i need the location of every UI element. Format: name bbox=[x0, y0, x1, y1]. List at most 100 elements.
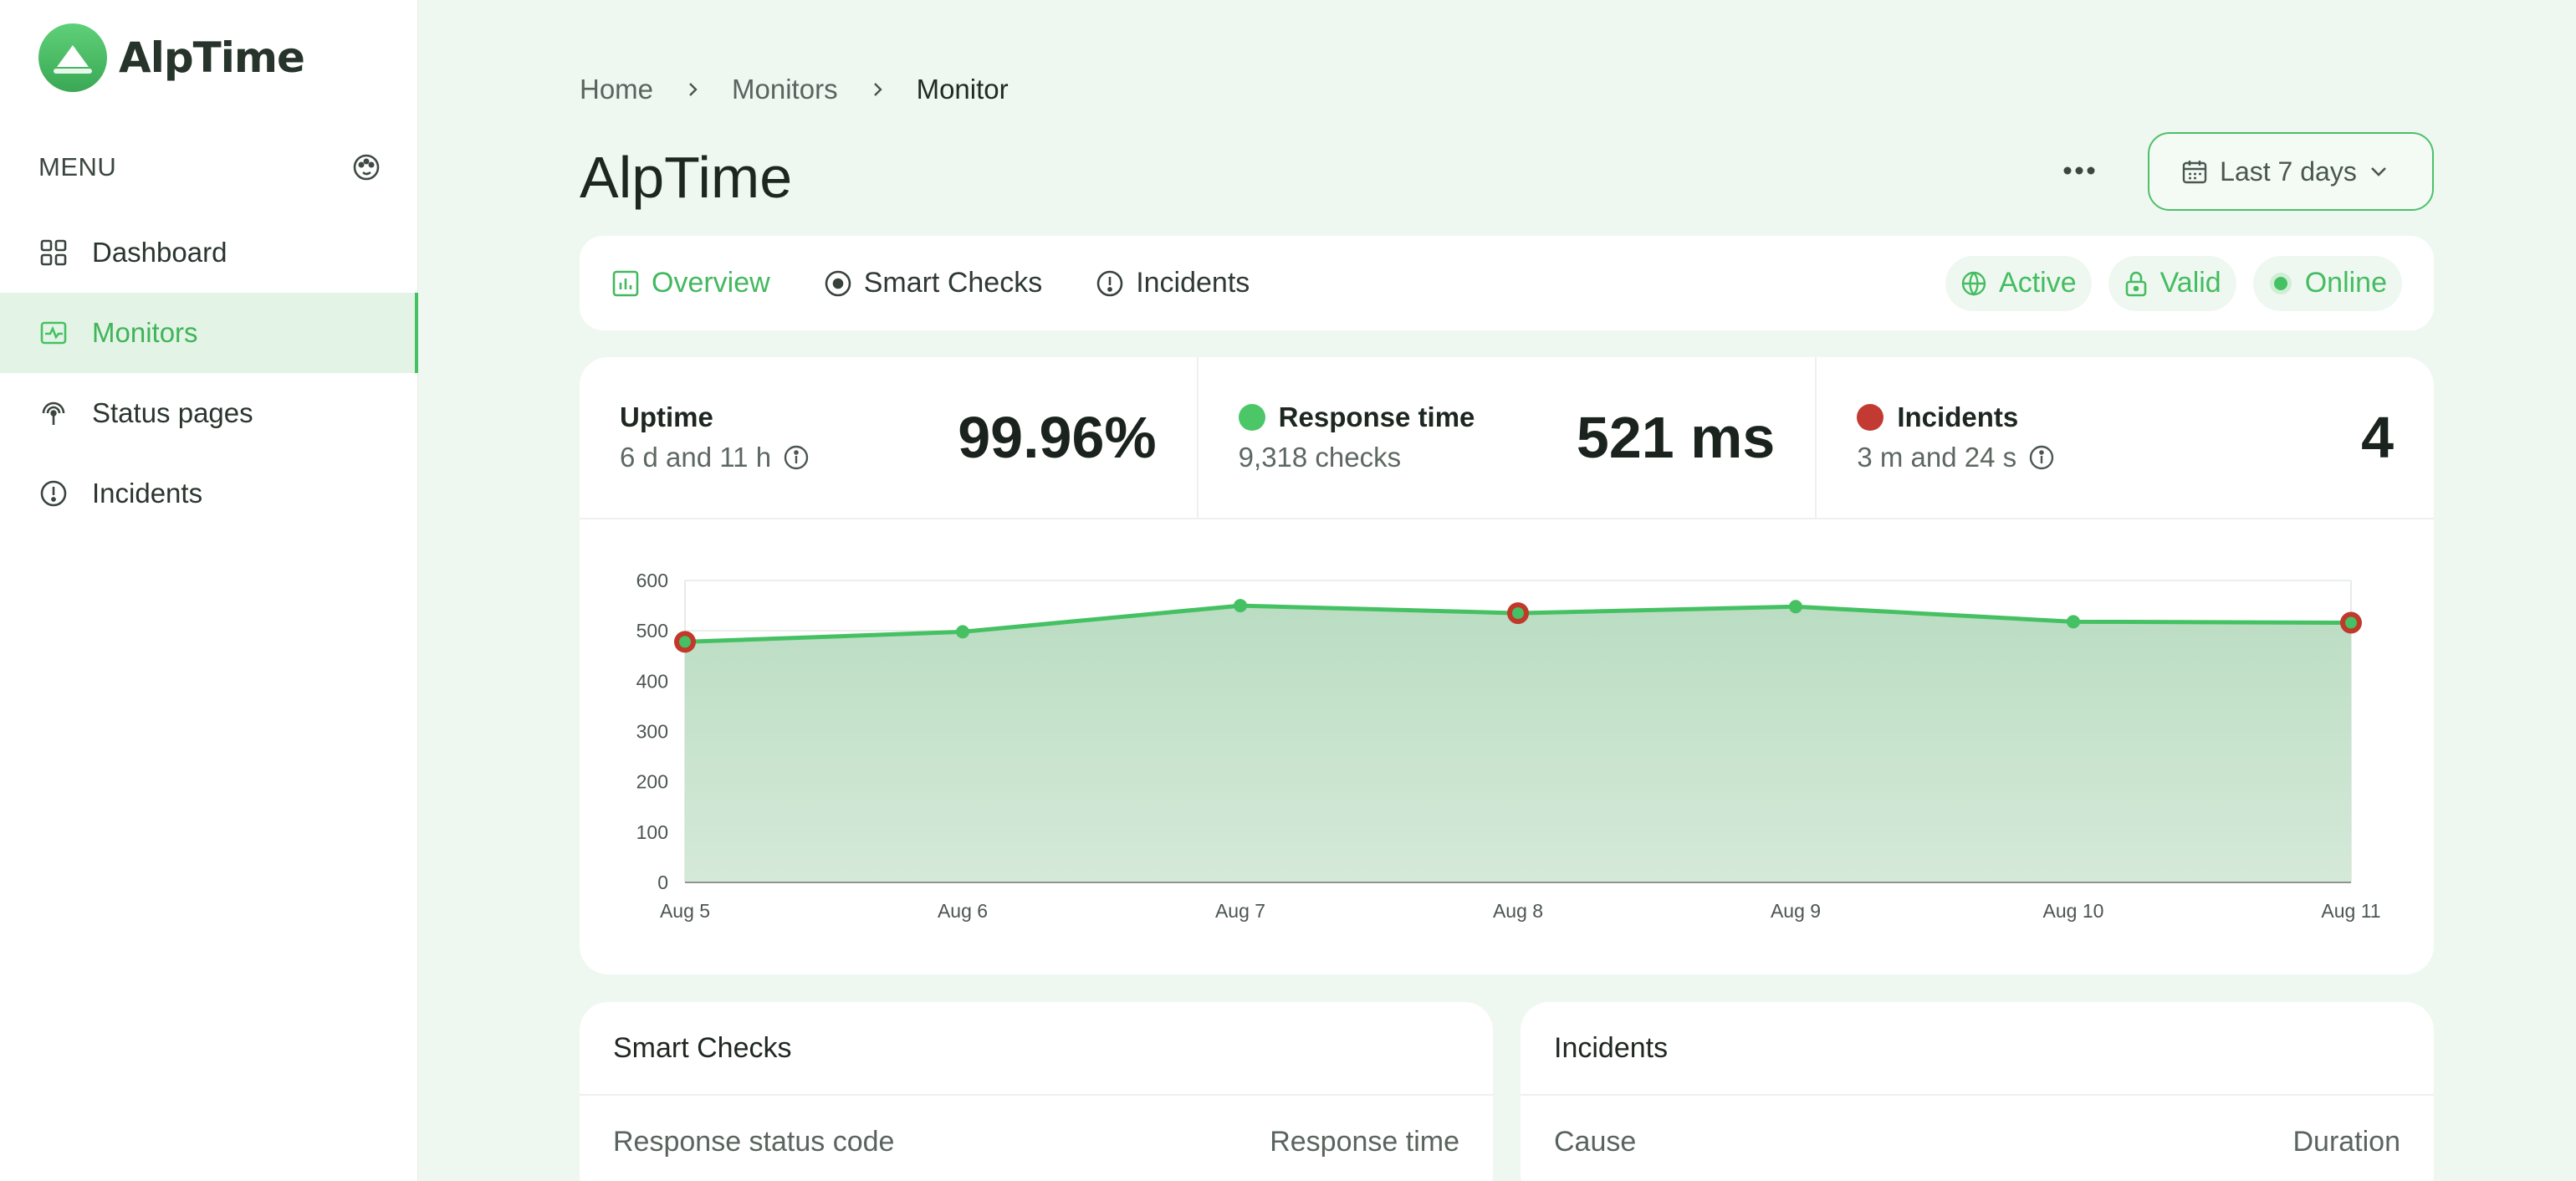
tab-label: Smart Checks bbox=[863, 267, 1043, 299]
more-horizontal-icon bbox=[2063, 166, 2095, 175]
tab-incidents[interactable]: Incidents bbox=[1096, 267, 1250, 299]
badge-label: Active bbox=[1999, 267, 2077, 299]
column-header: Response time bbox=[1270, 1126, 1459, 1158]
column-header: Cause bbox=[1554, 1126, 1637, 1158]
stat-uptime: Uptime 6 d and 11 h 99.96% bbox=[580, 357, 1199, 518]
date-range-select[interactable]: Last 7 days bbox=[2148, 132, 2434, 211]
chevron-right-icon bbox=[689, 83, 698, 96]
more-options-button[interactable] bbox=[2056, 151, 2103, 191]
sidebar-item-dashboard[interactable]: Dashboard bbox=[0, 212, 418, 293]
red-dot-icon bbox=[1857, 404, 1884, 431]
smart-checks-panel: Smart Checks Response status code Respon… bbox=[580, 1002, 1493, 1181]
stat-response-time: Response time 9,318 checks 521 ms bbox=[1199, 357, 1817, 518]
logo-mountain-icon bbox=[38, 23, 107, 92]
stat-sub-text: 6 d and 11 h bbox=[620, 442, 772, 473]
data-point bbox=[679, 636, 691, 648]
y-tick-label: 500 bbox=[636, 620, 668, 642]
date-range-value: Last 7 days bbox=[2220, 156, 2357, 187]
response-time-chart: 0 100 200 300 400 500 600 Aug 5 Aug 6 Aug 7 Aug 8 A… bbox=[580, 521, 2434, 974]
stat-value: 4 bbox=[2361, 405, 2395, 470]
palette-icon[interactable] bbox=[351, 152, 381, 182]
page-title: AlpTime bbox=[580, 145, 793, 210]
app-logo[interactable]: AlpTime bbox=[38, 23, 305, 92]
table-header: Response status code Response time bbox=[580, 1096, 1493, 1158]
y-tick-label: 0 bbox=[657, 872, 668, 893]
stat-incidents: Incidents 3 m and 24 s 4 bbox=[1817, 357, 2434, 518]
sidebar-nav: Dashboard Monitors Status pages bbox=[0, 212, 418, 534]
column-header: Response status code bbox=[613, 1126, 895, 1158]
menu-header: MENU bbox=[38, 147, 381, 187]
y-tick-label: 300 bbox=[636, 721, 668, 743]
badge-label: Valid bbox=[2159, 267, 2221, 299]
data-point bbox=[2067, 615, 2080, 629]
stats-row: Uptime 6 d and 11 h 99.96% Response time… bbox=[580, 357, 2434, 519]
calendar-icon bbox=[2182, 161, 2207, 184]
stat-sub-text: 3 m and 24 s bbox=[1857, 442, 2017, 473]
sidebar: AlpTime MENU Dashboard bbox=[0, 0, 418, 1181]
column-header: Duration bbox=[2292, 1126, 2400, 1158]
tab-overview[interactable]: Overview bbox=[611, 267, 770, 299]
breadcrumb-home[interactable]: Home bbox=[580, 74, 654, 105]
data-point bbox=[1234, 599, 1247, 613]
breadcrumb-monitors[interactable]: Monitors bbox=[732, 74, 838, 105]
alert-circle-icon bbox=[38, 478, 69, 509]
stat-label: Uptime bbox=[620, 401, 713, 432]
app-name: AlpTime bbox=[119, 33, 305, 82]
x-tick-label: Aug 10 bbox=[2043, 900, 2104, 922]
x-tick-label: Aug 7 bbox=[1215, 900, 1265, 922]
x-tick-label: Aug 8 bbox=[1493, 900, 1543, 922]
badge-label: Online bbox=[2304, 267, 2387, 299]
sidebar-item-monitors[interactable]: Monitors bbox=[0, 293, 418, 373]
breadcrumb-current: Monitor bbox=[916, 74, 1009, 105]
chart-svg: 0 100 200 300 400 500 600 Aug 5 Aug 6 Aug 7 Aug 8 A… bbox=[636, 570, 2381, 922]
sidebar-item-label: Dashboard bbox=[92, 237, 227, 268]
table-header: Cause Duration bbox=[1521, 1096, 2434, 1158]
response-time-area bbox=[685, 606, 2351, 882]
broadcast-icon bbox=[38, 398, 69, 428]
y-tick-label: 600 bbox=[636, 570, 668, 591]
stat-value: 99.96% bbox=[958, 405, 1157, 470]
alert-circle-icon bbox=[1096, 270, 1123, 296]
badge-valid: Valid bbox=[2108, 255, 2236, 311]
info-icon[interactable] bbox=[2028, 444, 2055, 471]
stat-label-row: Response time bbox=[1238, 401, 1475, 433]
breadcrumb: Home Monitors Monitor bbox=[580, 74, 1009, 105]
monitor-tabs-bar: Overview Smart Checks Incidents Active V… bbox=[580, 236, 2434, 330]
x-tick-label: Aug 11 bbox=[2321, 900, 2380, 922]
lock-icon bbox=[2125, 271, 2146, 296]
globe-icon bbox=[1961, 271, 1986, 296]
green-dot-icon bbox=[1238, 404, 1265, 431]
y-tick-label: 400 bbox=[636, 670, 668, 692]
sidebar-item-status-pages[interactable]: Status pages bbox=[0, 373, 418, 453]
panel-title: Smart Checks bbox=[580, 1002, 1493, 1096]
stat-label: Response time bbox=[1278, 401, 1475, 432]
info-icon[interactable] bbox=[783, 444, 810, 471]
stat-sub: 3 m and 24 s bbox=[1857, 442, 2055, 473]
sidebar-item-incidents[interactable]: Incidents bbox=[0, 453, 418, 534]
badge-online: Online bbox=[2252, 255, 2402, 311]
x-tick-label: Aug 9 bbox=[1771, 900, 1821, 922]
x-tick-label: Aug 6 bbox=[938, 900, 988, 922]
activity-icon bbox=[38, 318, 69, 348]
dot-icon bbox=[2269, 272, 2292, 294]
incidents-panel: Incidents Cause Duration bbox=[1521, 1002, 2434, 1181]
tab-smart-checks[interactable]: Smart Checks bbox=[824, 267, 1043, 299]
stat-sub: 6 d and 11 h bbox=[620, 442, 810, 473]
tab-label: Overview bbox=[652, 267, 770, 299]
stat-label-row: Incidents bbox=[1857, 401, 2055, 433]
badge-active: Active bbox=[1945, 255, 2092, 311]
sidebar-item-label: Monitors bbox=[92, 317, 198, 348]
bar-chart-icon bbox=[612, 270, 639, 296]
chevron-down-icon bbox=[2370, 167, 2386, 176]
sidebar-item-label: Status pages bbox=[92, 397, 253, 428]
target-icon bbox=[825, 270, 851, 296]
tab-label: Incidents bbox=[1136, 267, 1250, 299]
data-point bbox=[1789, 600, 1802, 614]
sidebar-item-label: Incidents bbox=[92, 478, 203, 509]
grid-icon bbox=[38, 238, 69, 268]
stat-sub: 9,318 checks bbox=[1238, 442, 1402, 473]
overview-card: Uptime 6 d and 11 h 99.96% Response time… bbox=[580, 357, 2434, 974]
data-point bbox=[2345, 616, 2357, 629]
y-tick-label: 100 bbox=[636, 821, 668, 843]
data-point bbox=[1512, 607, 1524, 620]
